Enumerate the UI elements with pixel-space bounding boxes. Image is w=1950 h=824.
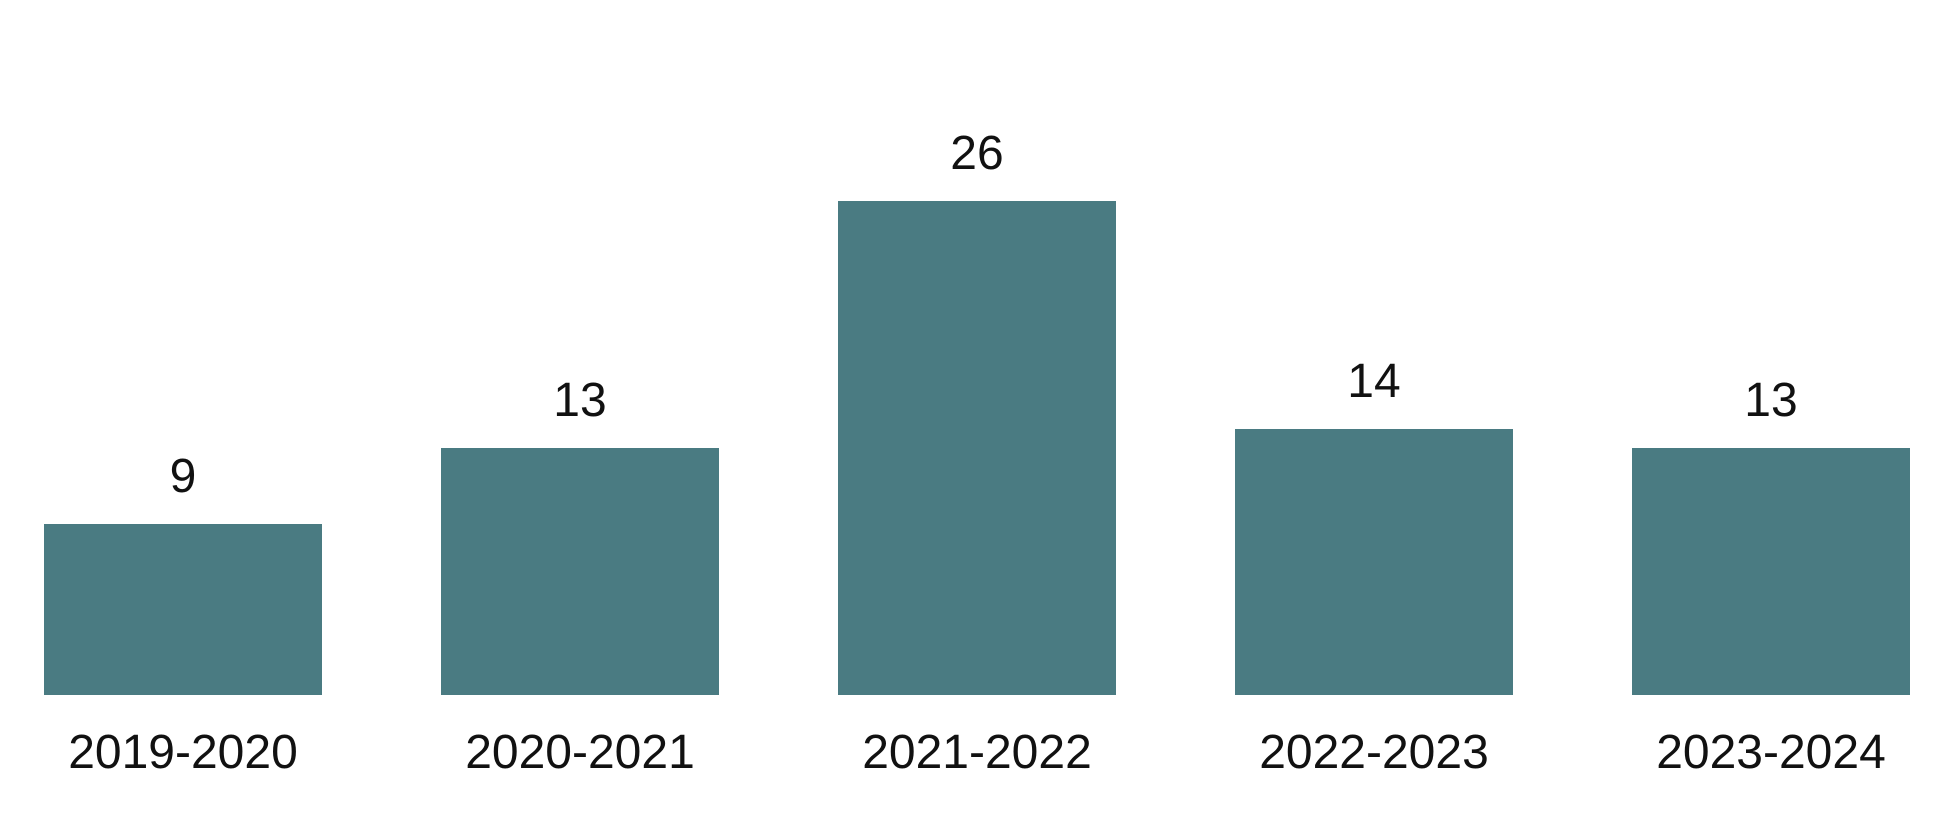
value-label-2023-2024: 13	[1744, 374, 1797, 427]
bars-group	[44, 201, 1910, 695]
value-labels-group: 9 13 26 14 13	[170, 127, 1798, 503]
bar-2023-2024	[1632, 448, 1910, 695]
value-label-2022-2023: 14	[1347, 355, 1400, 408]
category-label-2019-2020: 2019-2020	[68, 726, 298, 779]
bar-2021-2022	[838, 201, 1116, 695]
value-label-2019-2020: 9	[170, 450, 197, 503]
bar-2020-2021	[441, 448, 719, 695]
value-label-2020-2021: 13	[553, 374, 606, 427]
category-labels-group: 2019-2020 2020-2021 2021-2022 2022-2023 2023…	[68, 726, 1886, 779]
category-label-2023-2024: 2023-2024	[1656, 726, 1886, 779]
category-label-2022-2023: 2022-2023	[1259, 726, 1489, 779]
category-label-2021-2022: 2021-2022	[862, 726, 1092, 779]
value-label-2021-2022: 26	[950, 127, 1003, 180]
bar-2022-2023	[1235, 429, 1513, 695]
bar-2019-2020	[44, 524, 322, 695]
category-label-2020-2021: 2020-2021	[465, 726, 695, 779]
